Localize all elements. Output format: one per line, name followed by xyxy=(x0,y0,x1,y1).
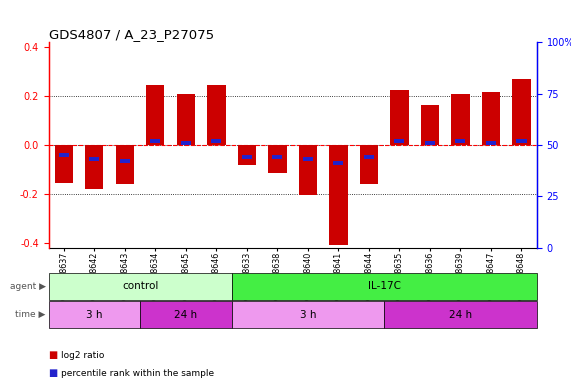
Bar xyxy=(303,157,313,161)
Bar xyxy=(211,139,222,143)
Text: log2 ratio: log2 ratio xyxy=(61,351,104,360)
Bar xyxy=(512,79,530,145)
Bar xyxy=(360,145,378,184)
Bar xyxy=(486,141,496,145)
Bar xyxy=(395,139,404,143)
Bar xyxy=(120,159,130,163)
Text: 24 h: 24 h xyxy=(174,310,198,320)
Bar xyxy=(181,141,191,145)
Bar xyxy=(482,93,500,145)
Bar xyxy=(116,145,134,184)
Bar xyxy=(364,156,374,159)
Bar xyxy=(299,145,317,195)
Text: 3 h: 3 h xyxy=(300,310,316,320)
Bar xyxy=(238,145,256,164)
Text: agent ▶: agent ▶ xyxy=(10,281,46,291)
Text: ■: ■ xyxy=(49,350,58,360)
Bar xyxy=(333,162,343,166)
Bar xyxy=(85,145,103,189)
Text: time ▶: time ▶ xyxy=(15,310,46,319)
Bar xyxy=(391,90,409,145)
Bar xyxy=(451,94,469,145)
Text: percentile rank within the sample: percentile rank within the sample xyxy=(61,369,214,378)
Text: 3 h: 3 h xyxy=(86,310,103,320)
Bar xyxy=(425,141,435,145)
Text: IL-17C: IL-17C xyxy=(368,281,401,291)
Text: GDS4807 / A_23_P27075: GDS4807 / A_23_P27075 xyxy=(49,28,214,41)
Bar xyxy=(268,145,287,173)
Bar xyxy=(55,145,73,183)
Bar xyxy=(150,139,160,143)
Bar xyxy=(176,94,195,145)
Text: ■: ■ xyxy=(49,368,58,378)
Bar xyxy=(146,85,164,145)
Bar xyxy=(242,156,252,159)
Bar xyxy=(329,145,348,245)
Text: 24 h: 24 h xyxy=(449,310,472,320)
Bar xyxy=(207,85,226,145)
Text: control: control xyxy=(122,281,158,291)
Bar xyxy=(89,157,99,161)
Bar xyxy=(516,139,526,143)
Bar xyxy=(421,104,439,145)
Bar xyxy=(272,156,283,159)
Bar xyxy=(456,139,465,143)
Bar xyxy=(59,153,69,157)
